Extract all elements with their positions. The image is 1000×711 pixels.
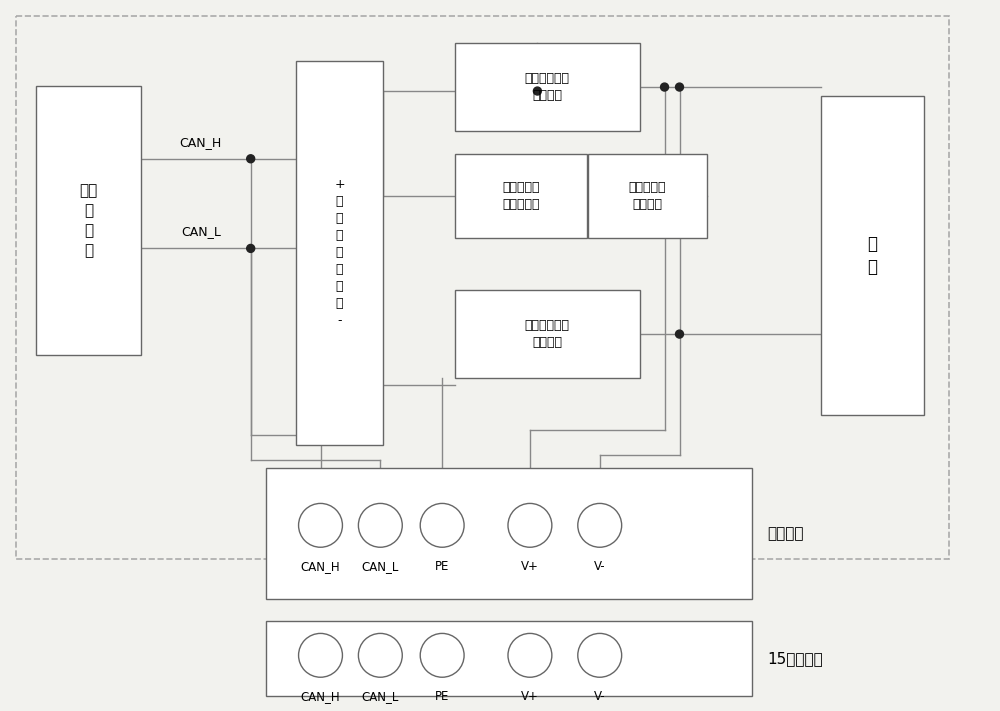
Bar	[266, 621, 752, 695]
Bar	[455, 43, 640, 131]
Text: 汽车电池包主
负继电器: 汽车电池包主 负继电器	[525, 319, 570, 349]
Text: 电
机: 电 机	[867, 235, 877, 276]
Text: CAN_H: CAN_H	[301, 690, 340, 703]
Text: 车辆插座: 车辆插座	[767, 526, 804, 541]
Ellipse shape	[358, 503, 402, 547]
Text: 汽车电池包
预充继电器: 汽车电池包 预充继电器	[502, 181, 540, 211]
Text: CAN_H: CAN_H	[301, 560, 340, 573]
Ellipse shape	[508, 634, 552, 678]
Text: +
电
动
汽
车
电
池
包
-: + 电 动 汽 车 电 池 包 -	[334, 178, 345, 327]
Text: CAN_L: CAN_L	[181, 225, 221, 238]
Text: V-: V-	[594, 560, 606, 573]
Text: CAN_L: CAN_L	[362, 690, 399, 703]
Circle shape	[533, 87, 541, 95]
Bar	[821, 96, 924, 415]
Circle shape	[661, 83, 669, 91]
Text: 整车
控
制
器: 整车 控 制 器	[80, 183, 98, 257]
Bar	[36, 86, 141, 355]
Bar	[16, 16, 949, 559]
Text: V+: V+	[521, 690, 539, 703]
Ellipse shape	[420, 634, 464, 678]
Circle shape	[247, 155, 255, 163]
Circle shape	[676, 83, 683, 91]
Ellipse shape	[358, 634, 402, 678]
Bar	[588, 154, 707, 238]
Ellipse shape	[420, 503, 464, 547]
Text: 汽车电池包
预充电阵: 汽车电池包 预充电阵	[629, 181, 666, 211]
Text: CAN_L: CAN_L	[362, 560, 399, 573]
Text: V+: V+	[521, 560, 539, 573]
Ellipse shape	[299, 503, 342, 547]
Bar	[266, 468, 752, 599]
Text: V-: V-	[594, 690, 606, 703]
Bar	[455, 290, 640, 378]
Circle shape	[676, 330, 683, 338]
Text: 汽车电池包主
正继电器: 汽车电池包主 正继电器	[525, 72, 570, 102]
Ellipse shape	[578, 503, 622, 547]
Text: PE: PE	[435, 560, 449, 573]
Text: PE: PE	[435, 690, 449, 703]
Text: CAN_H: CAN_H	[180, 136, 222, 149]
Circle shape	[247, 245, 255, 252]
Ellipse shape	[299, 634, 342, 678]
Bar	[455, 154, 587, 238]
Ellipse shape	[508, 503, 552, 547]
Bar	[296, 61, 383, 444]
Text: 15车辆插头: 15车辆插头	[767, 651, 823, 665]
Ellipse shape	[578, 634, 622, 678]
